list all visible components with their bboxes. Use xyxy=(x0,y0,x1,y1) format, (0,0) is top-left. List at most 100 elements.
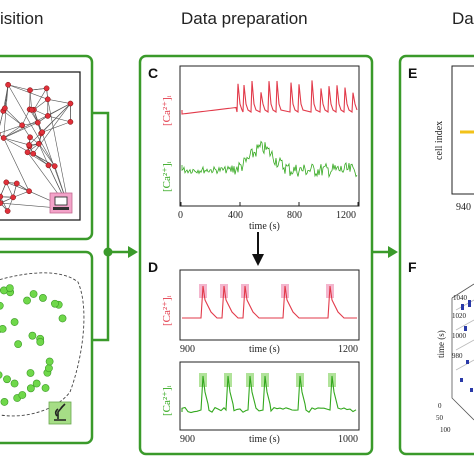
panel-label-f: F xyxy=(408,259,417,275)
green-cell xyxy=(36,338,45,346)
network-edge xyxy=(3,137,30,192)
panel-c-tick-1200: 1200 xyxy=(336,210,356,221)
network-edge xyxy=(33,109,70,210)
arrow-to-center xyxy=(128,246,138,258)
network-edge xyxy=(4,108,23,126)
panel-d-green-trace xyxy=(181,375,357,414)
panel-d-green-tick-900: 900 xyxy=(180,434,195,445)
network-node xyxy=(27,87,33,94)
network-node xyxy=(2,105,8,112)
panel-label-e: E xyxy=(408,65,417,81)
panel-c-red-ylabel: [Ca²⁺]ᵢ xyxy=(161,95,173,126)
network-node xyxy=(0,135,7,141)
panel-d-green-xlabel: time (s) xyxy=(249,434,280,445)
green-cell xyxy=(3,375,11,384)
panel-d-red-axes xyxy=(179,269,360,341)
panel-label-c: C xyxy=(148,65,158,81)
network-graph xyxy=(0,81,74,214)
network-edge xyxy=(3,122,38,139)
network-edge xyxy=(0,124,23,134)
network-node xyxy=(45,162,52,169)
panel-c-red-trace xyxy=(181,80,358,115)
green-cell xyxy=(18,391,27,399)
panel-f-points xyxy=(460,300,473,392)
panel-label-d: D xyxy=(148,259,158,275)
network-node xyxy=(43,85,50,92)
green-cell xyxy=(5,284,14,293)
green-cell xyxy=(14,340,23,349)
network-edge xyxy=(47,99,70,209)
panel-d-red-tick-900: 900 xyxy=(180,344,195,355)
panel-e-ylabel: cell index xyxy=(434,121,445,160)
panel-d-red-xlabel: time (s) xyxy=(249,344,280,355)
panel-f-ylabel: time (s) xyxy=(436,330,446,358)
green-cells xyxy=(0,284,67,406)
junction-dot xyxy=(103,247,113,257)
panel-d-red-ylabel: [Ca²⁺]ᵢ xyxy=(161,295,173,326)
panel-f-tick-1040: 1040 xyxy=(453,294,468,302)
network-node xyxy=(10,194,16,201)
left-bottom-box xyxy=(0,250,94,445)
panel-c-tick-0: 0 xyxy=(178,210,183,221)
panel-f-bottom-tick-100: 100 xyxy=(440,426,451,434)
green-cell xyxy=(23,296,31,305)
network-edge xyxy=(33,99,48,110)
panel-d-green-axes xyxy=(179,361,360,431)
panel-c-green-trace xyxy=(181,140,358,179)
network-node xyxy=(19,122,25,129)
green-cell xyxy=(29,290,38,298)
green-cell xyxy=(26,369,35,377)
panel-d-red-trace xyxy=(182,285,357,319)
header-acquisition: isition xyxy=(0,9,43,28)
network-edge xyxy=(3,137,30,146)
network-node xyxy=(26,188,32,195)
network-node xyxy=(28,107,35,113)
network-edge xyxy=(21,109,30,126)
green-cell xyxy=(10,379,19,388)
network-edge xyxy=(33,88,47,110)
network-node xyxy=(44,96,51,103)
green-cell xyxy=(10,318,19,326)
microscope-icon xyxy=(48,401,72,425)
green-cell xyxy=(0,301,4,310)
green-cell xyxy=(0,325,7,333)
network-node xyxy=(0,193,4,200)
header-right: Da xyxy=(452,9,474,28)
green-cell xyxy=(28,331,37,340)
network-node xyxy=(44,113,51,119)
network-node xyxy=(5,81,11,88)
panel-c-tick-400: 400 xyxy=(228,210,243,221)
panel-c-xlabel: time (s) xyxy=(249,221,280,232)
panel-c-ticks xyxy=(180,202,359,206)
network-node xyxy=(39,129,46,136)
network-node xyxy=(34,119,41,126)
panel-f-3d-axes xyxy=(451,283,474,421)
green-cell xyxy=(58,314,67,323)
network-node xyxy=(27,134,33,141)
green-cell xyxy=(45,364,53,373)
network-edge xyxy=(38,143,55,167)
panel-f-tick-1020: 1020 xyxy=(452,312,467,320)
network-node xyxy=(4,208,11,214)
panel-c-tick-800: 800 xyxy=(287,210,302,221)
green-cell xyxy=(51,299,59,308)
green-cell xyxy=(32,379,41,388)
panel-c-green-ylabel: [Ca²⁺]ᵢ xyxy=(161,161,173,192)
network-edge xyxy=(6,182,30,192)
panel-f-bottom-tick-50: 50 xyxy=(436,414,444,422)
network-node xyxy=(67,100,74,107)
panel-d-green-ylabel: [Ca²⁺]ᵢ xyxy=(161,385,173,416)
panel-d-green-tick-1000: 1000 xyxy=(338,434,358,445)
network-node xyxy=(35,140,42,147)
panel-e-tick: 940 xyxy=(456,202,471,213)
computer-icon xyxy=(49,192,73,214)
network-node xyxy=(13,180,20,187)
network-edge xyxy=(28,103,71,146)
right-box xyxy=(398,54,474,456)
panel-f-tick-1000: 1000 xyxy=(452,332,467,340)
green-cell xyxy=(0,371,3,379)
network-node xyxy=(67,119,74,125)
network-edge xyxy=(3,125,23,139)
green-cell xyxy=(41,384,50,392)
